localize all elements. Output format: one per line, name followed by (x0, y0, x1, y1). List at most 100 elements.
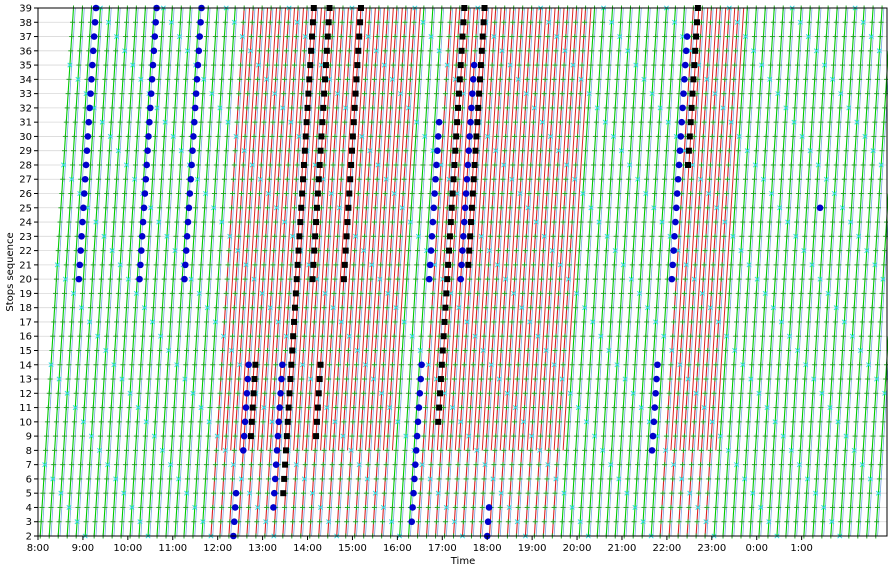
scheduled-marker (92, 376, 98, 382)
scheduled-marker (194, 191, 200, 197)
realtime-marker-stroke (119, 376, 125, 382)
realtime-marker (151, 433, 157, 439)
realtime-marker (143, 419, 149, 425)
scheduled-marker (101, 519, 107, 525)
scheduled-marker (118, 248, 124, 254)
scheduled-marker (118, 390, 124, 396)
scheduled-marker (70, 19, 76, 25)
scheduled-marker (110, 91, 116, 97)
scheduled-marker (175, 347, 181, 353)
scheduled-marker (84, 362, 90, 368)
scheduled-marker (67, 347, 73, 353)
realtime-marker (159, 447, 165, 453)
realtime-marker-stroke (167, 462, 174, 468)
trip-line-realtime (751, 7, 786, 537)
scheduled-marker (145, 248, 151, 254)
scheduled-marker (129, 76, 135, 82)
realtime-marker (184, 490, 190, 496)
scheduled-marker (192, 219, 198, 225)
realtime-marker-stroke (151, 433, 157, 439)
scheduled-marker (140, 333, 146, 339)
scheduled-marker (59, 333, 65, 339)
realtime-marker (115, 148, 121, 154)
trip-line-delayed (257, 7, 287, 451)
scheduled-marker (111, 504, 117, 510)
realtime-marker-stroke (203, 190, 209, 197)
scheduled-marker (75, 504, 81, 510)
scheduled-marker (140, 476, 146, 482)
scheduled-marker (121, 62, 127, 68)
scheduled-marker (159, 19, 165, 25)
scheduled-marker (178, 290, 184, 296)
scheduled-marker (159, 176, 165, 182)
scheduled-marker (203, 48, 209, 54)
scheduled-marker (101, 376, 107, 382)
trip-line-delayed (221, 7, 251, 451)
trip-line-realtime (320, 7, 355, 537)
realtime-marker-stroke (122, 48, 128, 54)
scheduled-marker (203, 34, 209, 40)
scheduled-marker (141, 462, 147, 468)
realtime-marker (119, 376, 125, 382)
scheduled-marker (169, 290, 175, 296)
scheduled-marker (109, 105, 115, 111)
scheduled-marker (185, 462, 191, 468)
trip-line-delayed (338, 7, 367, 451)
scheduled-marker (128, 376, 134, 382)
scheduled-marker (136, 390, 142, 396)
scheduled-marker (55, 248, 61, 254)
trip-line-realtime (796, 7, 831, 537)
scheduled-marker (68, 191, 74, 197)
scheduled-marker (153, 119, 159, 125)
scheduled-marker (68, 476, 74, 482)
scheduled-marker (82, 390, 88, 396)
trip-line-delayed (697, 7, 727, 451)
realtime-marker-stroke (188, 276, 194, 282)
realtime-marker (188, 276, 194, 282)
scheduled-marker (73, 105, 79, 111)
trip-line-realtime (742, 7, 777, 537)
scheduled-marker (173, 376, 179, 382)
scheduled-marker (69, 462, 75, 468)
trip-line-realtime (625, 7, 660, 537)
scheduled-marker (94, 347, 100, 353)
scheduled-marker (155, 233, 161, 239)
realtime-marker-stroke (156, 219, 162, 225)
scheduled-marker (143, 276, 149, 282)
scheduled-marker (163, 390, 169, 396)
trip-line-realtime (194, 7, 229, 537)
realtime-marker-stroke (192, 504, 198, 511)
realtime-marker-stroke (54, 262, 60, 268)
trip-line-delayed (472, 7, 502, 451)
scheduled-marker (139, 490, 145, 496)
realtime-marker (166, 347, 172, 354)
scheduled-marker (159, 34, 165, 40)
trip-line-realtime (589, 7, 624, 537)
scheduled-marker (58, 205, 64, 211)
scheduled-marker (168, 319, 174, 325)
trip-line-delayed (715, 7, 745, 451)
scheduled-marker (55, 390, 61, 396)
scheduled-marker (150, 305, 156, 311)
scheduled-marker (104, 333, 110, 339)
scheduled-marker (38, 519, 44, 525)
trip-line-realtime (454, 7, 489, 537)
scheduled-marker (152, 133, 158, 139)
trip-line-realtime (823, 7, 858, 537)
realtime-marker-stroke (194, 176, 201, 182)
scheduled-marker (70, 305, 76, 311)
scheduled-marker (124, 290, 130, 296)
scheduled-marker (198, 119, 204, 125)
scheduled-marker (168, 447, 174, 453)
scheduled-marker (102, 504, 108, 510)
scheduled-marker (124, 433, 130, 439)
trip-line-realtime (113, 7, 148, 537)
scheduled-marker (130, 205, 136, 211)
scheduled-marker (52, 447, 58, 453)
realtime-marker (170, 133, 176, 139)
realtime-marker-stroke (176, 33, 183, 40)
scheduled-marker (121, 347, 127, 353)
scheduled-marker (106, 447, 112, 453)
scheduled-marker (147, 362, 153, 368)
trip-line-realtime (679, 7, 714, 537)
